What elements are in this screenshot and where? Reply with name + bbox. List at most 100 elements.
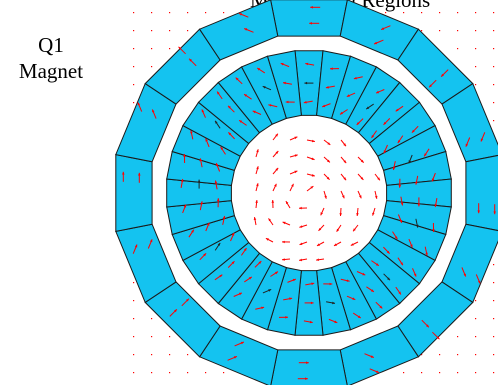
field-arrowhead — [203, 253, 207, 257]
field-arrowhead — [283, 81, 286, 85]
magnet-segment — [115, 153, 153, 233]
field-arrowhead — [356, 122, 360, 125]
field-arrowhead — [231, 261, 235, 265]
field-arrowhead — [343, 160, 347, 164]
field-arrowhead — [311, 157, 315, 160]
grid-dot — [457, 48, 459, 50]
field-arrowhead — [410, 244, 413, 248]
field-arrowhead — [309, 320, 313, 324]
field-arrowhead — [381, 27, 385, 30]
field-arrowhead — [426, 324, 429, 328]
magnet-segment — [339, 325, 420, 385]
grid-dot — [151, 336, 153, 338]
grid-dot — [151, 12, 153, 14]
field-arrowhead — [299, 242, 303, 245]
field-arrowhead — [316, 258, 319, 261]
field-arrowhead — [360, 177, 364, 180]
grid-dot — [385, 12, 387, 14]
field-arrowhead — [353, 228, 356, 232]
field-arrowhead — [415, 224, 419, 228]
field-arrowhead — [346, 94, 350, 97]
field-arrowhead — [329, 282, 333, 286]
field-arrowhead — [325, 86, 329, 89]
grid-dot — [439, 12, 441, 14]
field-arrowhead — [332, 301, 335, 305]
grid-dot — [493, 66, 495, 68]
grid-dot — [475, 84, 477, 86]
grid-dot — [187, 12, 189, 14]
grid-dot — [493, 336, 495, 338]
grid-dot — [151, 30, 153, 32]
magnet-segment — [266, 50, 302, 119]
grid-dot — [169, 336, 171, 338]
magnet-name: Q1 — [38, 33, 64, 57]
grid-dot — [439, 354, 441, 356]
field-arrowhead — [463, 273, 466, 277]
field-arrowhead — [424, 153, 427, 157]
grid-dot — [151, 48, 153, 50]
field-arrowhead — [299, 206, 302, 210]
field-arrowhead — [271, 200, 275, 203]
field-arrowhead — [239, 13, 242, 16]
magnet-subtitle: Magnet — [18, 59, 84, 83]
outer-magnet-ring — [115, 0, 498, 385]
grid-dot — [403, 372, 405, 374]
field-arrowhead — [265, 238, 269, 241]
field-arrowhead — [262, 86, 266, 89]
field-arrowhead — [275, 167, 279, 171]
grid-dot — [475, 318, 477, 320]
field-arrowhead — [493, 211, 496, 215]
grid-dot — [169, 354, 171, 356]
grid-dot — [151, 354, 153, 356]
field-arrowhead — [477, 210, 480, 214]
field-arrowhead — [235, 77, 239, 81]
grid-dot — [457, 372, 459, 374]
grid-dot — [133, 300, 135, 302]
field-arrowhead — [216, 198, 220, 201]
grid-dot — [205, 372, 207, 374]
field-arrowhead — [174, 309, 177, 313]
grid-dot — [133, 336, 135, 338]
grid-dot — [493, 282, 495, 284]
field-arrowhead — [280, 63, 284, 66]
field-arrowhead — [275, 133, 278, 137]
grid-dot — [187, 354, 189, 356]
field-arrowhead — [180, 179, 184, 182]
field-arrowhead — [275, 151, 279, 154]
field-arrowhead — [377, 177, 380, 181]
field-arrowhead — [257, 68, 261, 71]
grid-dot — [493, 48, 495, 50]
field-arrowhead — [465, 143, 469, 147]
field-arrowhead — [228, 105, 231, 109]
field-arrowhead — [342, 195, 345, 199]
grid-dot — [457, 354, 459, 356]
field-arrowhead — [324, 195, 327, 199]
field-arrowhead — [294, 136, 298, 140]
field-arrowhead — [340, 111, 343, 115]
field-arrowhead — [152, 109, 155, 113]
field-arrowhead — [441, 73, 444, 77]
field-arrowhead — [375, 263, 379, 266]
field-arrowhead — [299, 258, 302, 262]
field-arrowhead — [214, 180, 218, 184]
magnet-segment — [270, 349, 348, 385]
field-arrowhead — [285, 316, 288, 319]
field-arrowhead — [434, 204, 438, 207]
field-arrowhead — [417, 203, 421, 207]
grid-dot — [205, 12, 207, 14]
grid-dot — [421, 372, 423, 374]
field-arrowhead — [200, 201, 203, 205]
field-arrowhead — [392, 167, 396, 170]
field-arrowhead — [215, 120, 218, 124]
field-arrowhead — [436, 336, 440, 340]
field-arrowhead — [268, 218, 272, 222]
grid-dot — [493, 264, 495, 266]
grid-dot — [133, 84, 135, 86]
field-arrowhead — [248, 276, 252, 280]
field-arrowhead — [294, 154, 298, 157]
field-arrowhead — [275, 271, 278, 275]
field-arrowhead — [376, 370, 379, 373]
grid-dot — [133, 318, 135, 320]
field-arrowhead — [387, 277, 390, 281]
field-arrowhead — [285, 100, 289, 104]
